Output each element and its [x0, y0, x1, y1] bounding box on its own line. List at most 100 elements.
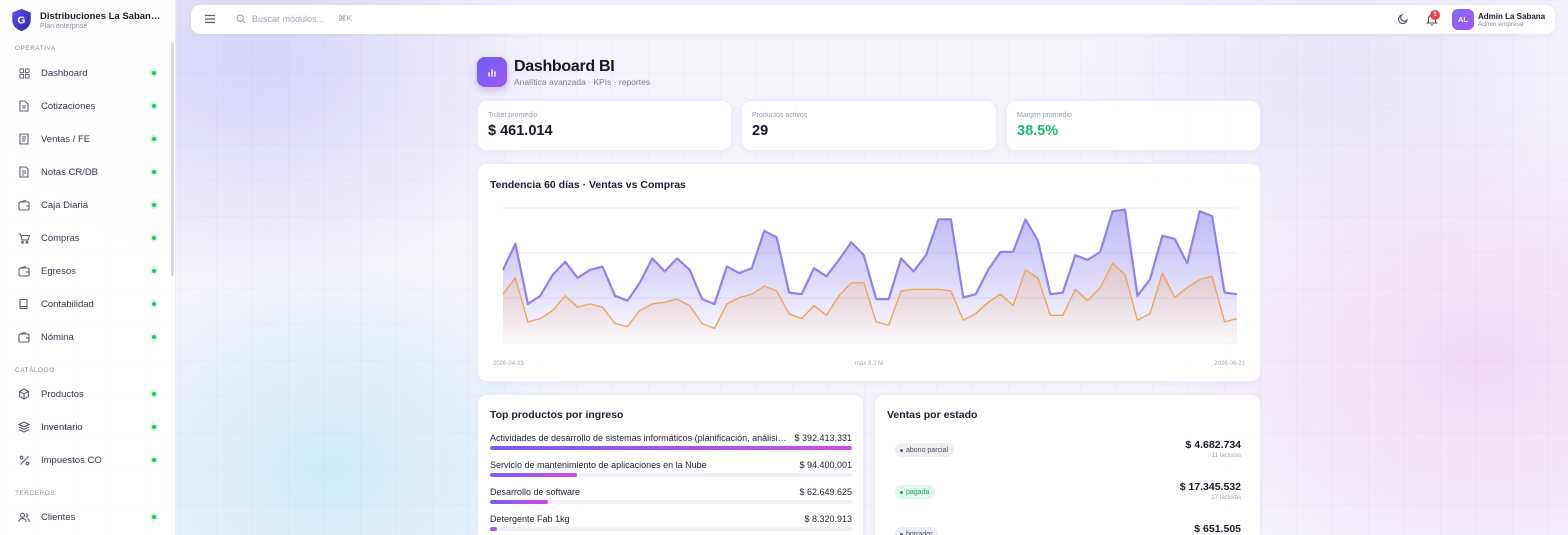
avatar[interactable]: AL	[1452, 9, 1474, 30]
cart-icon	[18, 232, 30, 244]
sidebar-item-label: Notas CR/DB	[41, 166, 99, 178]
product-value: $ 62.649.625	[799, 487, 852, 497]
product-name: Actividades de desarrollo de sistemas in…	[490, 433, 788, 443]
search-box[interactable]: ⌘K	[236, 13, 352, 24]
document-icon	[18, 100, 30, 112]
product-row[interactable]: Desarrollo de software $ 62.649.625	[490, 487, 852, 504]
brand-name: Distribuciones La Sabana S.A.S.	[40, 10, 164, 22]
x-axis-start-label: 2026-04-23	[493, 361, 524, 367]
box-icon	[18, 388, 30, 400]
status-dot	[900, 532, 903, 535]
series-line-compras	[502, 262, 1238, 330]
percent-icon	[18, 454, 30, 466]
section-label-operativa: OPERATIVA	[15, 45, 56, 52]
kpi-label: Productos activos	[752, 112, 808, 119]
status-dot	[152, 203, 156, 207]
brand-plan: Plan enterprise	[40, 22, 88, 30]
wallet-icon	[18, 265, 30, 277]
chart-bar-icon	[477, 57, 507, 87]
status-dot	[152, 335, 156, 339]
page-subtitle: Analítica avanzada · KPIs · reportes	[514, 77, 651, 87]
status-dot	[152, 71, 156, 75]
product-row[interactable]: Servicio de mantenimiento de aplicacione…	[490, 460, 852, 477]
series-line-ventas	[502, 208, 1238, 306]
wallet-icon	[18, 331, 30, 343]
layers-icon	[18, 421, 30, 433]
sidebar-item-compras[interactable]: Compras	[8, 225, 160, 251]
status-dot	[152, 137, 156, 141]
sidebar-item-label: Caja Diaria	[41, 199, 88, 211]
status-amount: $ 4.682.734	[1185, 439, 1241, 451]
grid-icon	[18, 67, 30, 79]
status-badge: pagada	[895, 485, 936, 499]
product-bar-fill	[490, 473, 577, 477]
status-badge: borrador	[895, 527, 939, 535]
status-dot	[152, 302, 156, 306]
status-dot	[152, 392, 156, 396]
sidebar-item-cotizaciones[interactable]: Cotizaciones	[8, 93, 160, 119]
sidebar-item-caja-diaria[interactable]: Caja Diaria	[8, 192, 160, 218]
search-shortcut: ⌘K	[338, 13, 353, 23]
sidebar-item-clientes[interactable]: Clientes	[8, 504, 160, 530]
product-value: $ 392.413.331	[794, 433, 852, 443]
sidebar-item-label: Egresos	[41, 265, 76, 277]
status-count: 11 facturas	[1211, 453, 1241, 459]
product-bar-fill	[490, 446, 852, 450]
sidebar-item-impuestos[interactable]: Impuestos CO	[8, 447, 160, 473]
sidebar-item-label: Contabilidad	[41, 298, 94, 310]
kpi-card-productos: Productos activos 29	[741, 100, 997, 151]
status-dot	[152, 269, 156, 273]
sidebar-item-label: Productos	[41, 388, 84, 400]
sidebar-item-label: Nómina	[41, 331, 74, 343]
status-dot	[152, 425, 156, 429]
status-dot	[152, 170, 156, 174]
user-role: Admin empresa	[1478, 21, 1524, 28]
sidebar-item-notas[interactable]: Notas CR/DB	[8, 159, 160, 185]
user-name[interactable]: Admin La Sabana	[1478, 12, 1546, 21]
product-name: Detergente Fab 1kg	[490, 514, 570, 524]
sidebar-item-egresos[interactable]: Egresos	[8, 258, 160, 284]
product-bar-fill	[490, 500, 548, 504]
sidebar-item-label: Cotizaciones	[41, 100, 96, 112]
sidebar-item-label: Ventas / FE	[41, 133, 91, 145]
moon-icon[interactable]	[1397, 13, 1409, 25]
sidebar-item-nomina[interactable]: Nómina	[8, 324, 160, 350]
receipt-icon	[18, 133, 30, 145]
section-label-catalogo: CATÁLOGO	[15, 367, 55, 374]
sidebar-item-label: Compras	[41, 232, 80, 244]
sidebar-item-label: Inventario	[41, 421, 83, 433]
sidebar-item-contabilidad[interactable]: Contabilidad	[8, 291, 160, 317]
status-badge: abono parcial	[895, 443, 955, 457]
product-value: $ 94.400.001	[799, 460, 852, 470]
trend-chart	[502, 207, 1238, 344]
sidebar-item-productos[interactable]: Productos	[8, 381, 160, 407]
notes-icon	[18, 166, 30, 178]
sidebar-item-label: Impuestos CO	[41, 454, 102, 466]
product-bar	[490, 500, 852, 504]
logo-letter: G	[18, 16, 26, 27]
sidebar-scrollbar[interactable]	[171, 42, 174, 276]
kpi-value: 38.5%	[1017, 123, 1059, 139]
shield-logo-icon: G	[12, 8, 31, 32]
kpi-card-ticket: Ticket promedio $ 461.014	[477, 100, 732, 151]
status-amount: $ 17.345.532	[1179, 481, 1241, 493]
sidebar-item-label: Dashboard	[41, 67, 88, 79]
section-label-terceros: TERCEROS	[15, 490, 56, 497]
product-row[interactable]: Detergente Fab 1kg $ 8.320.913	[490, 514, 852, 531]
sidebar-item-dashboard[interactable]: Dashboard	[8, 60, 160, 86]
product-name: Servicio de mantenimiento de aplicacione…	[490, 460, 707, 470]
top-products-card: Top productos por ingreso Actividades de…	[477, 394, 864, 535]
product-bar	[490, 473, 852, 477]
menu-icon[interactable]	[204, 14, 216, 24]
sidebar-item-label: Clientes	[41, 511, 76, 523]
sidebar-item-inventario[interactable]: Inventario	[8, 414, 160, 440]
wallet-icon	[18, 199, 30, 211]
sidebar-item-ventas[interactable]: Ventas / FE	[8, 126, 160, 152]
status-dot	[152, 104, 156, 108]
search-input[interactable]	[252, 13, 332, 24]
status-dot	[152, 458, 156, 462]
brand[interactable]: G Distribuciones La Sabana S.A.S. Plan e…	[10, 8, 164, 32]
kpi-card-margen: Margen promedio 38.5%	[1006, 100, 1261, 151]
status-label: abono parcial	[906, 446, 949, 454]
product-row[interactable]: Actividades de desarrollo de sistemas in…	[490, 433, 852, 450]
